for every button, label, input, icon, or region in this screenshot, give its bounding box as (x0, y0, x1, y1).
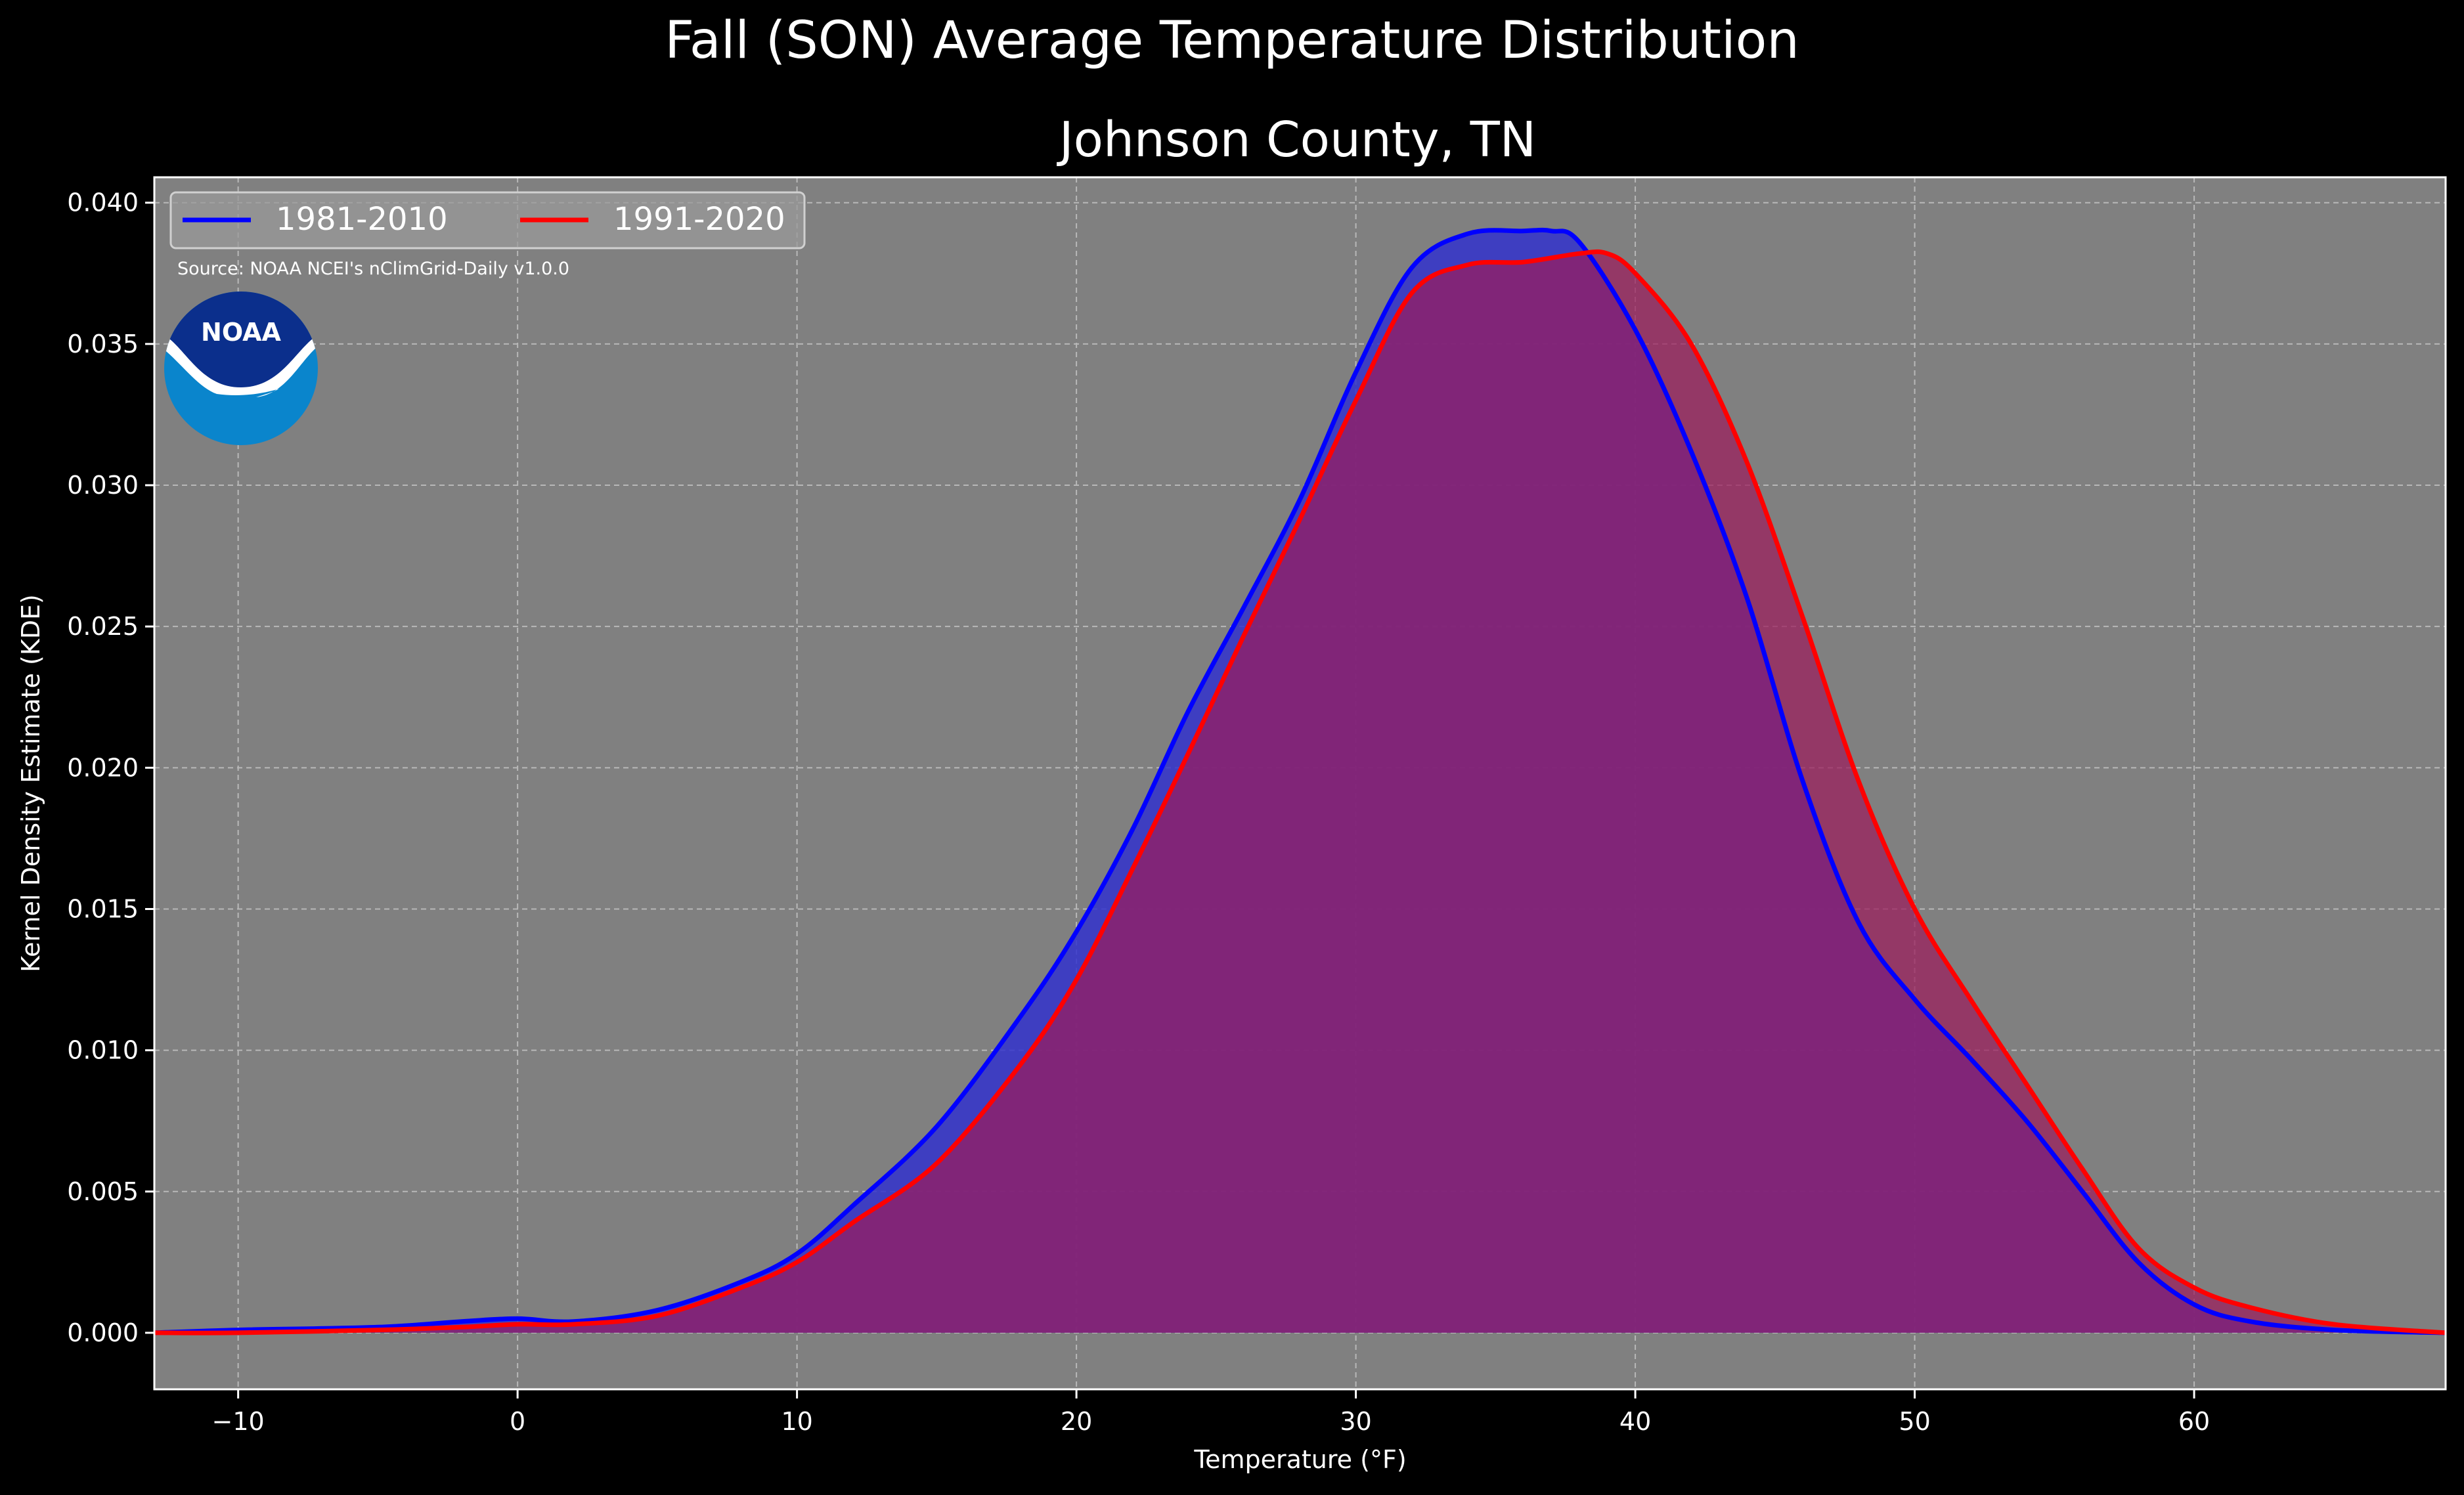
y-tick-label: 0.025 (67, 612, 139, 641)
x-tick-label: 20 (1061, 1407, 1092, 1436)
x-tick-label: 60 (2178, 1407, 2210, 1436)
noaa-logo-dark-half (164, 292, 318, 394)
y-axis-ticks: 0.000 0.005 0.010 0.015 0.020 0.025 0.030 0.035… (67, 188, 154, 1347)
x-tick-label: 10 (781, 1407, 812, 1436)
x-axis-ticks: −10 0 10 20 30 40 50 60 (212, 1389, 2210, 1436)
legend-label-1991-2020: 1991-2020 (613, 201, 785, 238)
y-tick-label: 0.000 (67, 1318, 139, 1347)
x-tick-label: 50 (1899, 1407, 1930, 1436)
x-tick-label: 40 (1619, 1407, 1651, 1436)
kde-line-1991-2020 (154, 249, 2446, 1335)
y-tick-label: 0.020 (67, 753, 139, 782)
y-tick-label: 0.040 (67, 188, 139, 217)
noaa-logo-gull (164, 332, 318, 397)
x-tick-label: 30 (1340, 1407, 1371, 1436)
noaa-logo: NOAA (164, 292, 318, 445)
chart-title: Fall (SON) Average Temperature Distribut… (665, 11, 1799, 70)
y-tick-label: 0.015 (67, 894, 139, 923)
legend-label-1981-2010: 1981-2010 (276, 201, 448, 238)
plot-frame (153, 176, 2447, 1391)
kde-line-1981-2010 (154, 227, 2446, 1335)
chart-subtitle: Johnson County, TN (1057, 112, 1536, 168)
x-tick-label: −10 (212, 1407, 265, 1436)
legend: 1981-2010 1991-2020 (169, 191, 806, 249)
y-tick-label: 0.010 (67, 1036, 139, 1065)
kde-area-1991-2020 (154, 251, 2446, 1333)
y-tick-label: 0.035 (67, 330, 139, 358)
noaa-logo-text: NOAA (201, 318, 281, 347)
y-tick-label: 0.030 (67, 471, 139, 500)
x-axis-label: Temperature (°F) (1193, 1445, 1406, 1474)
y-tick-label: 0.005 (67, 1177, 139, 1206)
x-tick-label: 0 (510, 1407, 525, 1436)
source-note: Source: NOAA NCEI's nClimGrid-Daily v1.0… (177, 259, 569, 279)
series-fills (154, 230, 2446, 1333)
y-axis-label: Kernel Density Estimate (KDE) (16, 594, 45, 972)
series-lines (154, 227, 2446, 1335)
legend-box (169, 191, 806, 249)
